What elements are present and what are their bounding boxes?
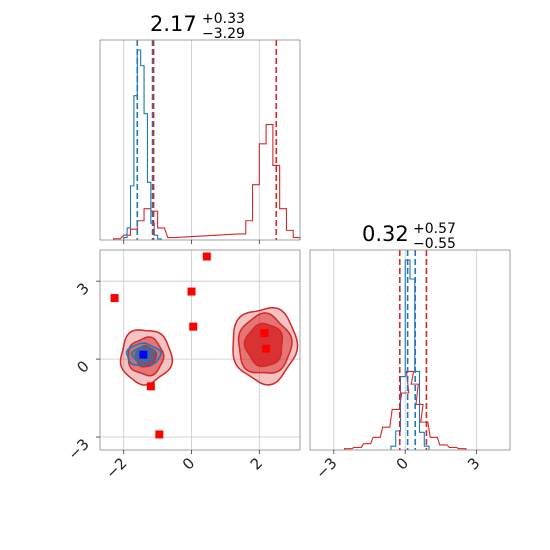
panel-frame xyxy=(99,39,301,241)
red-marker xyxy=(189,322,198,331)
red-histogram xyxy=(113,124,301,240)
param1-title: 2.17 +0.33 −3.29 xyxy=(150,11,245,42)
param2-median: 0.32 xyxy=(362,222,409,246)
param1-upper-error: +0.33 xyxy=(202,11,245,27)
y-tick-label: 0 xyxy=(73,357,92,376)
y-tick-label: −3 xyxy=(64,435,92,463)
marginal-panel-param1 xyxy=(99,39,301,244)
x-tick-label: 0 xyxy=(179,454,198,473)
panel-frame xyxy=(99,249,301,451)
param2-upper-error: +0.57 xyxy=(413,221,456,237)
x-tick-label: 0 xyxy=(393,454,412,473)
blue-histogram xyxy=(390,259,430,450)
joint-panel xyxy=(96,249,301,454)
param1-lower-error: −3.29 xyxy=(202,26,245,42)
red-marker xyxy=(187,287,196,296)
red-marker xyxy=(146,382,155,391)
red-marker xyxy=(202,252,211,261)
red-marker xyxy=(260,329,269,338)
red-histogram xyxy=(343,370,467,450)
param2-title: 0.32 +0.57 −0.55 xyxy=(362,221,456,252)
x-tick-label: 2 xyxy=(247,454,266,473)
param2-lower-error: −0.55 xyxy=(413,236,456,252)
x-tick-label: −2 xyxy=(102,454,130,482)
red-marker xyxy=(110,294,119,303)
y-tick-label: 3 xyxy=(73,279,92,298)
panel-frame xyxy=(309,249,511,451)
blue-marker xyxy=(139,350,148,359)
marginal-panel-param2 xyxy=(309,249,511,454)
red-marker xyxy=(262,344,271,353)
blue-histogram xyxy=(123,49,162,240)
param1-median: 2.17 xyxy=(150,12,197,36)
red-marker xyxy=(155,430,164,439)
x-tick-label: 3 xyxy=(464,454,483,473)
x-tick-label: −3 xyxy=(312,454,340,482)
